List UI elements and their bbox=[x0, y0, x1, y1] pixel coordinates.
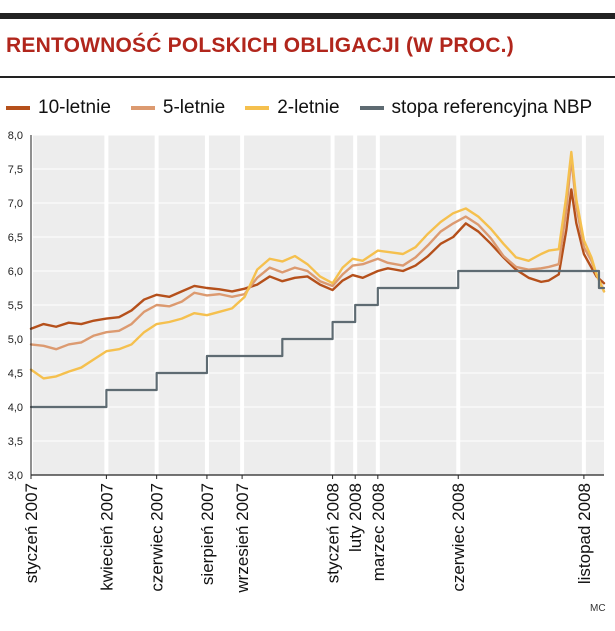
y-tick-label: 5,0 bbox=[8, 334, 23, 346]
x-tick-label: marzec 2008 bbox=[369, 483, 388, 581]
chart-legend: 10-letnie 5-letnie 2-letnie stopa refere… bbox=[6, 96, 612, 120]
legend-swatch bbox=[359, 106, 384, 110]
y-tick-label: 6,5 bbox=[8, 232, 23, 244]
legend-swatch bbox=[245, 106, 270, 110]
series-line-10-letnie bbox=[29, 188, 606, 330]
page-title: RENTOWNOŚĆ POLSKICH OBLIGACJI (W PROC.) bbox=[6, 34, 514, 57]
legend-label: 5-letnie bbox=[162, 97, 226, 118]
top-bar bbox=[0, 13, 615, 19]
legend-item-10-letnie: 10-letnie bbox=[6, 97, 111, 119]
author-credit: MC bbox=[590, 603, 606, 614]
x-tick-label: czerwiec 2007 bbox=[148, 483, 167, 592]
series-line-stopa bbox=[29, 269, 606, 409]
y-tick-label: 5,5 bbox=[8, 300, 23, 312]
y-tick-label: 7,5 bbox=[8, 164, 23, 176]
y-tick-label: 3,5 bbox=[8, 436, 23, 448]
x-tick-label: styczeń 2008 bbox=[324, 483, 343, 583]
legend-item-stopa: stopa referencyjna NBP bbox=[359, 97, 593, 119]
y-tick-label: 3,0 bbox=[8, 470, 23, 482]
y-tick-label: 8,0 bbox=[8, 130, 23, 142]
legend-label: 10-letnie bbox=[38, 97, 111, 118]
y-tick-label: 4,0 bbox=[8, 402, 23, 414]
y-tick-label: 7,0 bbox=[8, 198, 23, 210]
x-tick-label: wrzesień 2007 bbox=[233, 483, 252, 594]
x-tick-label: listopad 2008 bbox=[575, 483, 594, 584]
x-tick-label: styczeń 2007 bbox=[22, 483, 41, 583]
series-line-5-letnie bbox=[29, 157, 606, 351]
series-line-2-letnie bbox=[29, 150, 606, 380]
legend-label: 2-letnie bbox=[277, 97, 340, 118]
legend-item-2-letnie: 2-letnie bbox=[245, 97, 340, 119]
title-divider bbox=[0, 76, 615, 78]
legend-item-5-letnie: 5-letnie bbox=[130, 97, 226, 119]
y-tick-label: 4,5 bbox=[8, 368, 23, 380]
x-tick-label: czerwiec 2008 bbox=[449, 483, 468, 592]
y-tick-label: 6,0 bbox=[8, 266, 23, 278]
legend-swatch bbox=[130, 106, 155, 110]
legend-label: stopa referencyjna NBP bbox=[391, 97, 593, 118]
x-tick-label: kwiecień 2007 bbox=[97, 483, 116, 591]
x-tick-label: sierpień 2007 bbox=[198, 483, 217, 585]
legend-swatch bbox=[6, 106, 30, 110]
x-tick-label: luty 2008 bbox=[346, 483, 365, 552]
